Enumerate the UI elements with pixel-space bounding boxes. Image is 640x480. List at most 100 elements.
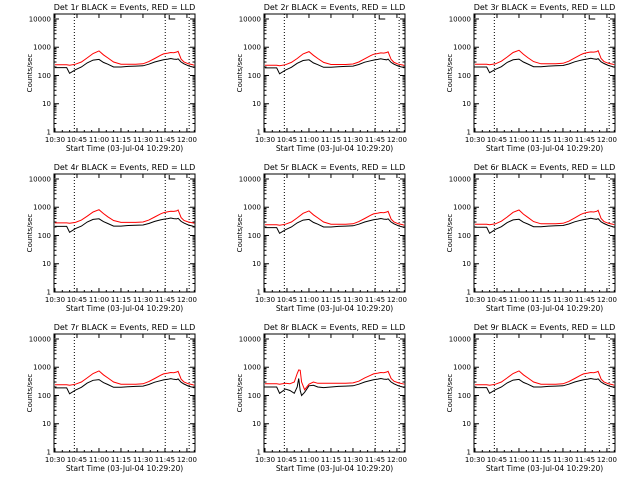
panel-title: Det 2r BLACK = Events, RED = LLD [264, 3, 406, 12]
panel-title: Det 8r BLACK = Events, RED = LLD [264, 323, 406, 332]
x-tick-label: 12:00 [387, 296, 407, 304]
x-tick-label: 11:30 [133, 456, 153, 464]
panel-title: Det 5r BLACK = Events, RED = LLD [264, 163, 406, 172]
y-tick-label: 1 [467, 449, 471, 457]
y-axis-label: Counts/sec [236, 214, 244, 253]
y-axis-label: Counts/sec [236, 54, 244, 93]
x-tick-label: 11:00 [89, 296, 109, 304]
x-axis-label: Start Time (03-Jul-04 10:29:20) [486, 144, 603, 153]
x-tick-label: 10:45 [277, 136, 297, 144]
plot-frame [263, 333, 406, 453]
x-tick-label: 11:00 [509, 296, 529, 304]
y-tick-label: 10 [252, 100, 261, 108]
y-tick-label: 100 [458, 232, 471, 240]
x-axis-label: Start Time (03-Jul-04 10:29:20) [486, 304, 603, 313]
y-tick-label: 10 [42, 260, 51, 268]
x-tick-label: 11:30 [343, 296, 363, 304]
y-axis-label: Counts/sec [446, 214, 454, 253]
x-tick-label: 10:30 [465, 136, 485, 144]
x-tick-label: 11:45 [575, 456, 595, 464]
x-tick-label: 12:00 [177, 296, 197, 304]
events-series-line [475, 57, 615, 74]
x-tick-label: 11:15 [111, 296, 131, 304]
x-tick-label: 11:30 [553, 456, 573, 464]
plot-frame [473, 173, 616, 293]
detector-panel: Det 7r BLACK = Events, RED = LLD 10:30 10:… [26, 323, 197, 473]
x-tick-label: 11:45 [365, 136, 385, 144]
interval-bracket [168, 15, 176, 20]
x-tick-label: 11:00 [89, 136, 109, 144]
x-tick-label: 11:45 [575, 136, 595, 144]
x-axis-label: Start Time (03-Jul-04 10:29:20) [66, 144, 183, 153]
x-tick-label: 11:15 [531, 296, 551, 304]
plot-frame [263, 13, 406, 133]
y-axis-label: Counts/sec [26, 54, 34, 93]
y-tick-label: 10000 [29, 335, 51, 343]
y-tick-label: 10 [252, 420, 261, 428]
interval-bracket [168, 175, 176, 180]
detector-panel: Det 9r BLACK = Events, RED = LLD 10:30 10:… [446, 323, 617, 473]
y-axis-label: Counts/sec [236, 374, 244, 413]
y-tick-label: 100 [458, 392, 471, 400]
y-axis-label: Counts/sec [26, 374, 34, 413]
y-tick-label: 100 [248, 72, 261, 80]
x-tick-label: 10:45 [277, 456, 297, 464]
x-tick-label: 11:00 [509, 136, 529, 144]
events-series-line [265, 377, 405, 397]
panel-title: Det 6r BLACK = Events, RED = LLD [474, 163, 616, 172]
y-axis-label: Counts/sec [446, 374, 454, 413]
panel-title: Det 9r BLACK = Events, RED = LLD [474, 323, 616, 332]
x-tick-label: 11:15 [111, 136, 131, 144]
lld-series-line [55, 370, 195, 386]
panel-title: Det 4r BLACK = Events, RED = LLD [54, 163, 196, 172]
y-tick-label: 10 [42, 420, 51, 428]
events-series-line [475, 377, 615, 395]
y-tick-label: 1000 [33, 204, 51, 212]
lld-series-line [475, 209, 615, 226]
y-tick-label: 1 [467, 289, 471, 297]
x-tick-label: 12:00 [597, 136, 617, 144]
detector-panel: Det 2r BLACK = Events, RED = LLD 10:30 10:… [236, 3, 407, 153]
detector-panel: Det 5r BLACK = Events, RED = LLD 10:30 10:… [236, 163, 407, 313]
x-tick-label: 11:15 [531, 136, 551, 144]
x-tick-label: 11:45 [155, 296, 175, 304]
lld-series-line [55, 50, 195, 66]
y-tick-label: 10000 [449, 175, 471, 183]
y-tick-label: 10 [42, 100, 51, 108]
x-tick-label: 11:45 [365, 296, 385, 304]
y-tick-label: 1000 [243, 44, 261, 52]
y-tick-label: 1 [257, 129, 261, 137]
x-tick-label: 11:00 [89, 456, 109, 464]
plot-frame [53, 173, 196, 293]
detector-panel: Det 6r BLACK = Events, RED = LLD 10:30 10:… [446, 163, 617, 313]
x-tick-label: 11:15 [321, 296, 341, 304]
y-tick-label: 1 [47, 289, 51, 297]
interval-bracket [588, 15, 596, 20]
y-tick-label: 10 [462, 100, 471, 108]
y-tick-label: 1000 [453, 204, 471, 212]
x-tick-label: 11:45 [365, 456, 385, 464]
y-tick-label: 1 [47, 129, 51, 137]
x-tick-label: 11:00 [299, 296, 319, 304]
interval-bracket [588, 335, 596, 340]
x-tick-label: 11:30 [343, 136, 363, 144]
interval-bracket [378, 335, 386, 340]
x-tick-label: 11:30 [553, 296, 573, 304]
x-tick-label: 10:30 [45, 456, 65, 464]
x-tick-label: 10:45 [67, 296, 87, 304]
y-tick-label: 10000 [239, 15, 261, 23]
x-tick-label: 11:15 [111, 456, 131, 464]
y-tick-label: 1 [257, 289, 261, 297]
x-axis-label: Start Time (03-Jul-04 10:29:20) [486, 464, 603, 473]
x-tick-label: 10:30 [255, 456, 275, 464]
y-tick-label: 100 [248, 392, 261, 400]
x-tick-label: 11:45 [155, 456, 175, 464]
plot-frame [53, 333, 196, 453]
y-tick-label: 10000 [29, 175, 51, 183]
x-tick-label: 11:30 [553, 136, 573, 144]
panel-title: Det 1r BLACK = Events, RED = LLD [54, 3, 196, 12]
y-tick-label: 100 [458, 72, 471, 80]
y-tick-label: 10000 [449, 335, 471, 343]
y-tick-label: 1 [467, 129, 471, 137]
y-tick-label: 1 [257, 449, 261, 457]
